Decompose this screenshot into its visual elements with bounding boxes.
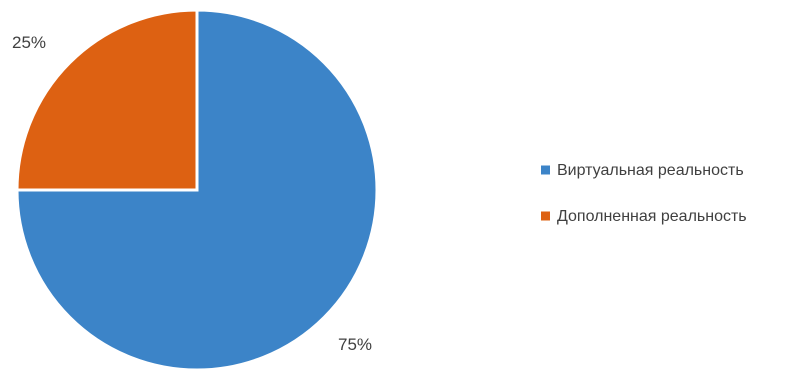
data-labels: 75% 25% (12, 33, 372, 354)
legend-swatch (541, 211, 550, 221)
legend-swatch (541, 165, 550, 175)
legend-label: Виртуальная реальность (557, 162, 744, 179)
legend: Виртуальная реальность Дополненная реальн… (541, 162, 747, 225)
data-label-virtual-reality: 75% (338, 335, 372, 354)
pie-slice-virtual-reality (15, 8, 379, 369)
legend-label: Дополненная реальность (557, 208, 747, 225)
legend-item-virtual-reality: Виртуальная реальность (541, 162, 744, 179)
pie-slices (15, 8, 379, 369)
legend-item-augmented-reality: Дополненная реальность (541, 208, 747, 225)
pie-slice-augmented-reality (15, 8, 199, 192)
data-label-augmented-reality: 25% (12, 33, 46, 52)
